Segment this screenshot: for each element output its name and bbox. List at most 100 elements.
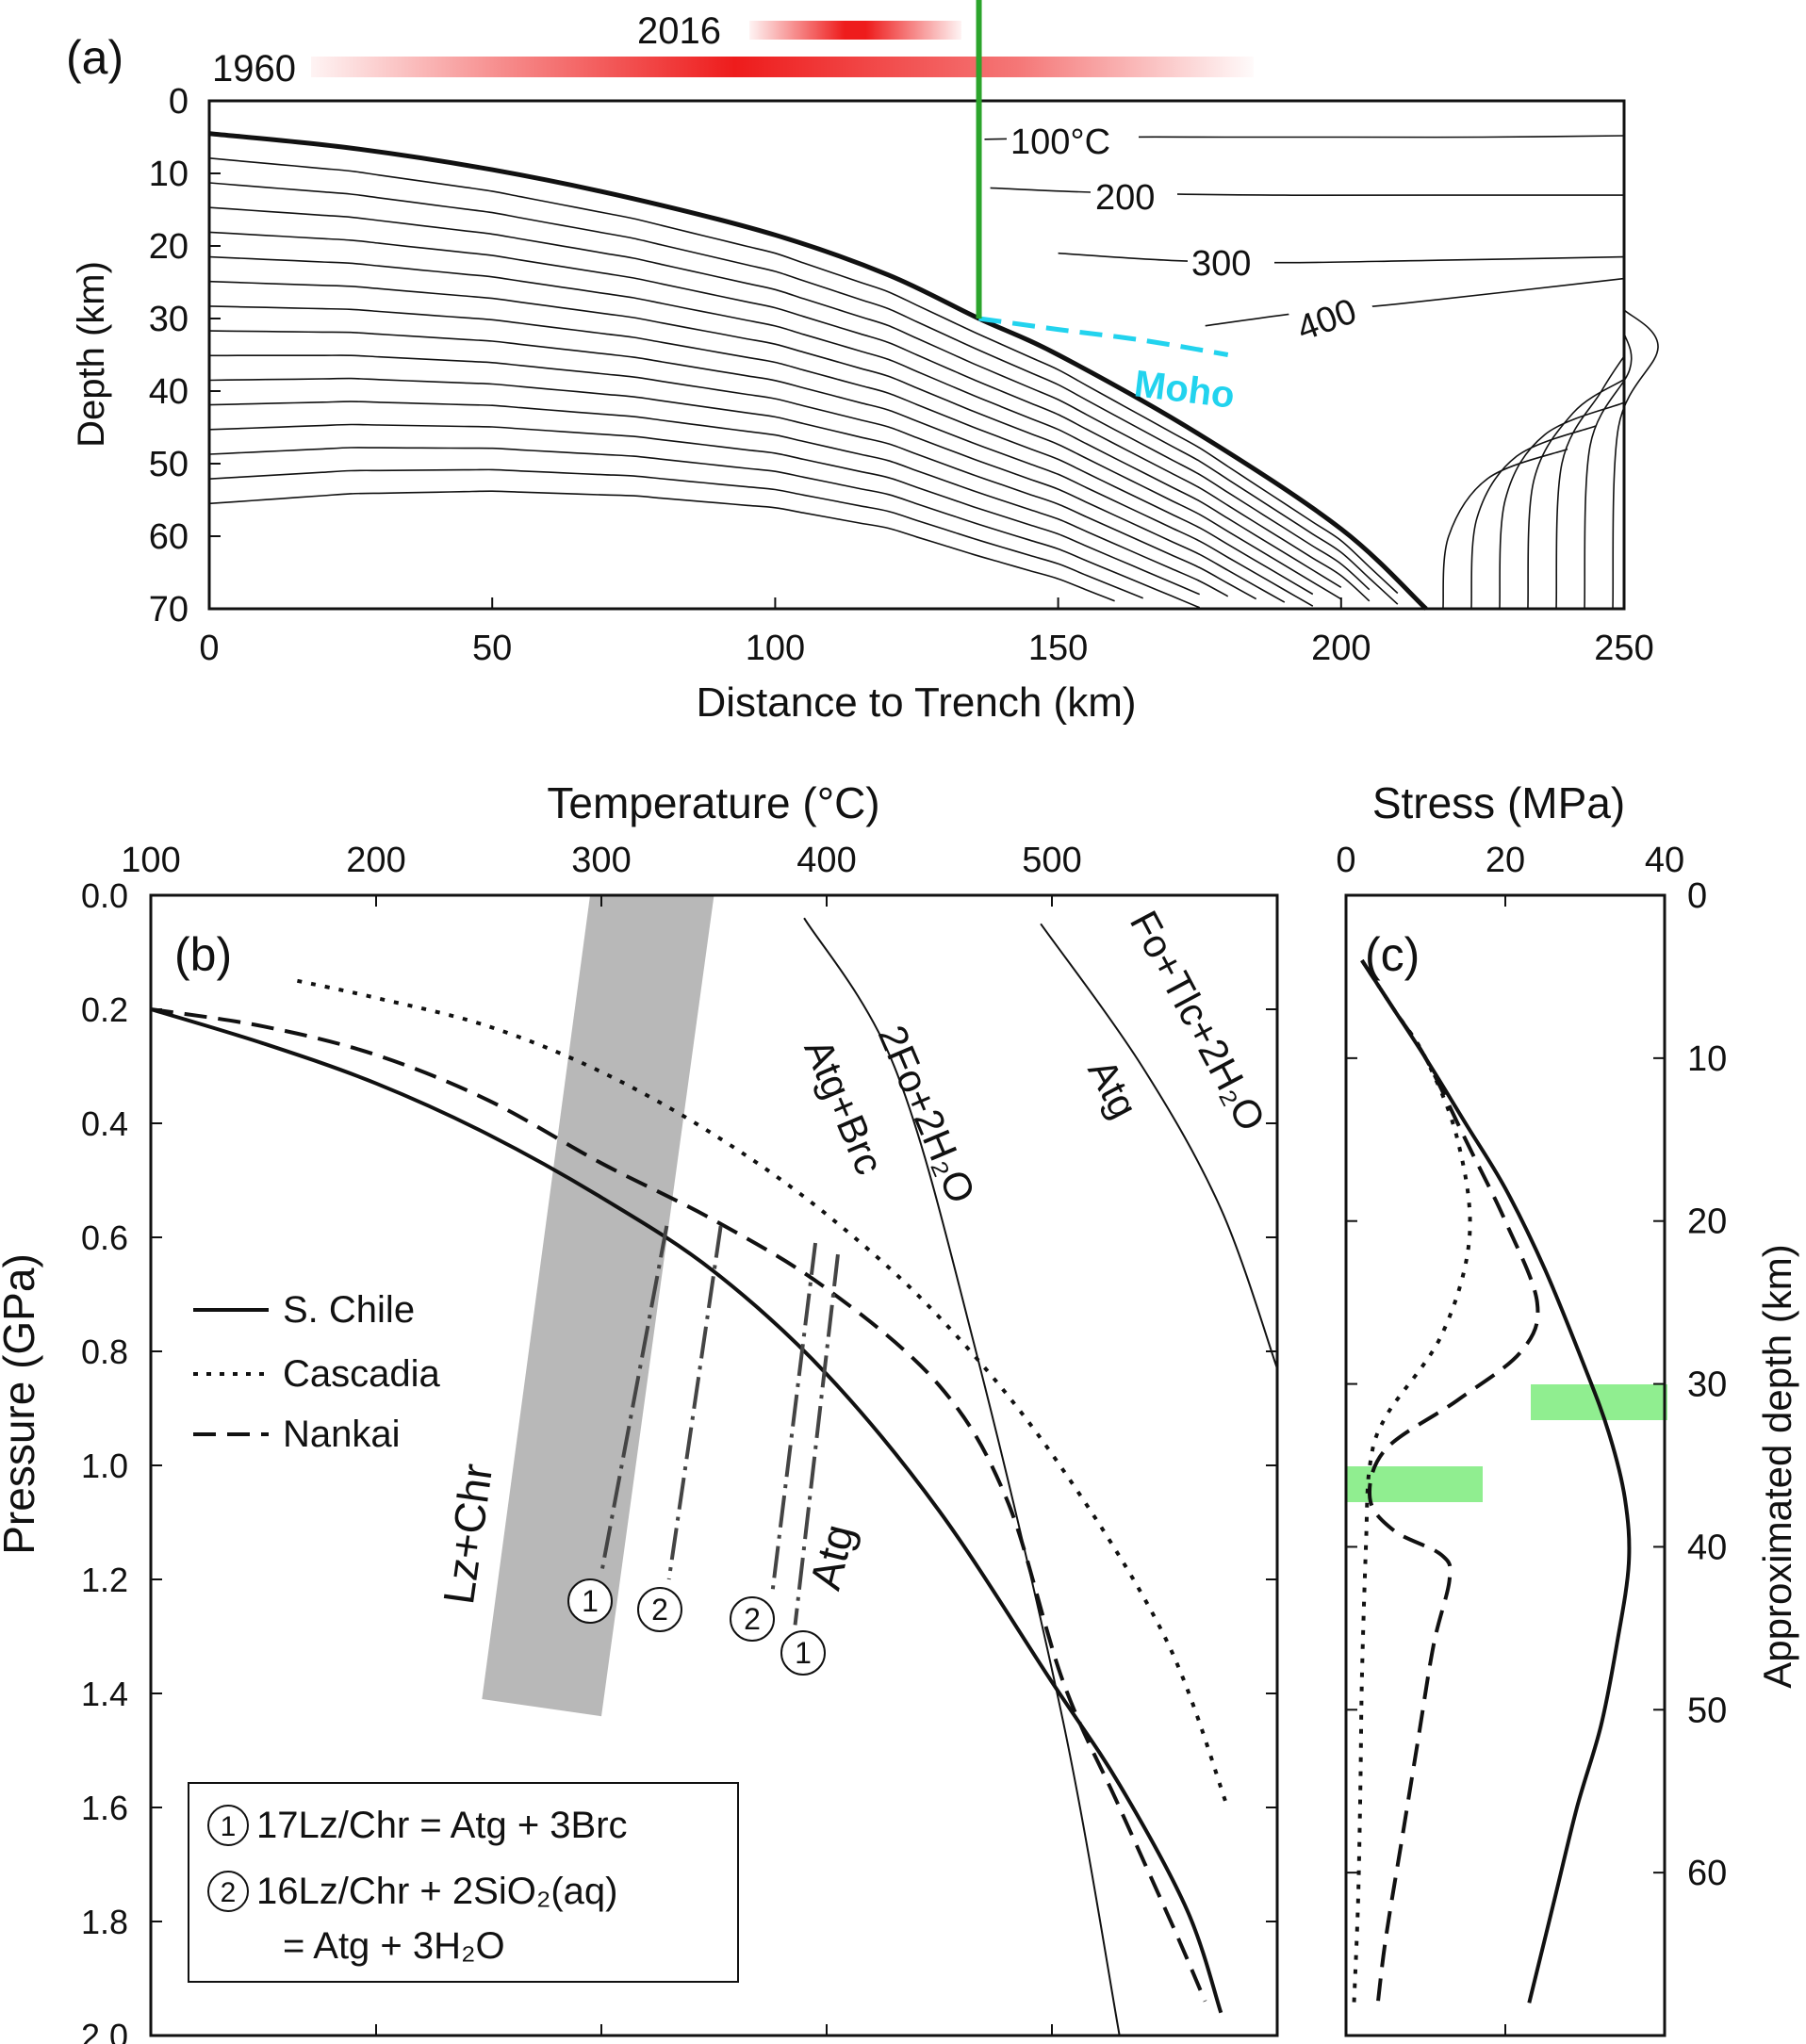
geotherms (150, 978, 1230, 2014)
slab-isotherm (208, 255, 1342, 588)
ytick-label: 60 (1687, 1854, 1727, 1893)
isotherm-2 (1058, 252, 1625, 264)
panel-c-ylabel: Approximated depth (km) (1755, 1244, 1799, 1689)
box-circled-1: 1 (221, 1811, 237, 1842)
panel-c-label: (c) (1365, 928, 1420, 981)
ytick-label: 1.2 (81, 1561, 128, 1599)
slab-isotherm (208, 447, 1201, 609)
ytick-label: 0.4 (81, 1104, 128, 1143)
atg-top-label: Atg (1079, 1052, 1146, 1125)
slab-isotherm (208, 305, 1314, 596)
reaction-box: 1 17Lz/Chr = Atg + 3Brc 2 16Lz/Chr + 2Si… (188, 1782, 739, 1983)
circled-numbers: 1 2 2 1 (567, 1578, 826, 1676)
wedge-isotherm (1527, 379, 1625, 610)
geotherm-s-chile (150, 1007, 1223, 2014)
lz-chr-label: Lz+Chr (434, 1461, 501, 1607)
legend: S. Chile Cascadia Nankai (193, 1289, 441, 1455)
slab-top-line (208, 131, 1428, 611)
lz-chr-stability-band (482, 895, 714, 1717)
stress-bar-lower (1346, 1466, 1483, 1502)
ytick-label: 0 (1687, 876, 1707, 916)
ytick-label: 1.4 (81, 1675, 128, 1713)
circled-2-b: 2 (744, 1602, 761, 1636)
xtick-label: 150 (1028, 629, 1088, 668)
atg-mid-label: Atg (800, 1519, 863, 1594)
xtick-label: 250 (1594, 629, 1653, 668)
slab-isotherm (208, 468, 1143, 599)
ytick-label: 10 (1687, 1039, 1727, 1079)
stress-profiles (1352, 959, 1632, 2003)
isotherm-label-200: 200 (1095, 178, 1155, 218)
ytick-label: 50 (149, 445, 189, 484)
lz-reaction-line-1 (666, 1225, 723, 1580)
ytick-label: 20 (1687, 1202, 1727, 1242)
rupture-bar-2016 (749, 21, 961, 40)
rupture-label-1960: 1960 (212, 48, 296, 90)
xtick-label: 20 (1486, 841, 1525, 880)
ytick-label: 30 (149, 300, 189, 339)
xtick-label: 100 (746, 629, 805, 668)
moho-label: Moho (1132, 363, 1237, 417)
slab-isotherm (208, 423, 1201, 596)
reaction-equation-2: 16Lz/Chr + 2SiO₂(aq) (256, 1871, 617, 1912)
slab-isotherm (208, 280, 1342, 600)
isotherm-lines (208, 135, 1659, 610)
reaction-boundaries (803, 917, 1278, 2036)
panel-b-axes: 100 200 300 400 500 0.0 0.2 0.4 0.6 0.8 1.0 1.2 1.4 1… (81, 841, 1277, 2044)
rupture-bar-1960 (311, 57, 1254, 77)
wedge-isotherm (1499, 401, 1625, 610)
ytick-label: 1.6 (81, 1789, 128, 1827)
panel-c: Stress (MPa) Approximated depth (km) (c)… (1336, 778, 1799, 2037)
lz-reaction-line-0 (599, 1225, 669, 1575)
slab-isotherm (208, 354, 1286, 603)
xtick-label: 50 (472, 629, 512, 668)
reaction-equation-1: 17Lz/Chr = Atg + 3Brc (256, 1805, 628, 1846)
geotherm-cascadia (296, 978, 1230, 1808)
ytick-label: 40 (1687, 1528, 1727, 1567)
wedge-isotherm (1442, 448, 1568, 610)
circled-1-b: 1 (795, 1636, 812, 1670)
stress-cascadia (1352, 959, 1472, 2003)
xtick-label: 200 (1311, 629, 1371, 668)
stress-nankai (1360, 959, 1540, 2003)
wedge-isotherm (1470, 425, 1597, 610)
slab-isotherm (208, 231, 1371, 602)
ytick-label: 0.2 (81, 990, 128, 1029)
ytick-label: 1.8 (81, 1903, 128, 1941)
panel-c-xlabel: Stress (MPa) (1372, 778, 1625, 827)
slab-isotherm (208, 401, 1229, 597)
xtick-label: 300 (571, 841, 631, 880)
isotherm-label-400: 400 (1292, 291, 1362, 349)
isotherm-1 (990, 187, 1624, 197)
panel-a: 1960 2016 (a) 100°C 200 300 400 Moho 0 50… (66, 0, 1659, 726)
panel-a-plot-area (207, 99, 1626, 611)
legend-label-cascadia: Cascadia (283, 1353, 441, 1395)
atg-brc-label: Atg+Brc (796, 1033, 892, 1181)
legend-label-nankai: Nankai (283, 1414, 401, 1455)
ytick-label: 0.8 (81, 1333, 128, 1371)
moho-line (978, 316, 1229, 357)
ytick-label: 70 (149, 590, 189, 630)
rupture-label-2016: 2016 (637, 10, 721, 52)
ytick-label: 0.6 (81, 1218, 128, 1257)
ytick-label: 20 (149, 227, 189, 267)
slab-isotherm (208, 330, 1314, 607)
xtick-label: 500 (1022, 841, 1081, 880)
wedge-isotherm (1555, 355, 1625, 610)
xtick-label: 100 (121, 841, 180, 880)
fo-h2o-label: 2Fo+2H₂O (870, 1019, 984, 1209)
xtick-label: 40 (1645, 841, 1684, 880)
xtick-label: 0 (199, 629, 219, 668)
slab-isotherm (208, 490, 1115, 602)
panel-b-ylabel: Pressure (GPa) (0, 1253, 43, 1555)
ytick-label: 0.0 (81, 876, 128, 915)
lz-reaction-line-3 (793, 1253, 840, 1626)
panel-b: Temperature (°C) Pressure (GPa) (b) Lz+C… (0, 778, 1279, 2044)
isotherm-label-100: 100°C (1010, 123, 1110, 162)
ytick-label: 10 (149, 155, 189, 194)
isotherm-label-300: 300 (1191, 244, 1251, 284)
ytick-label: 0 (169, 82, 189, 122)
ytick-label: 50 (1687, 1691, 1727, 1730)
